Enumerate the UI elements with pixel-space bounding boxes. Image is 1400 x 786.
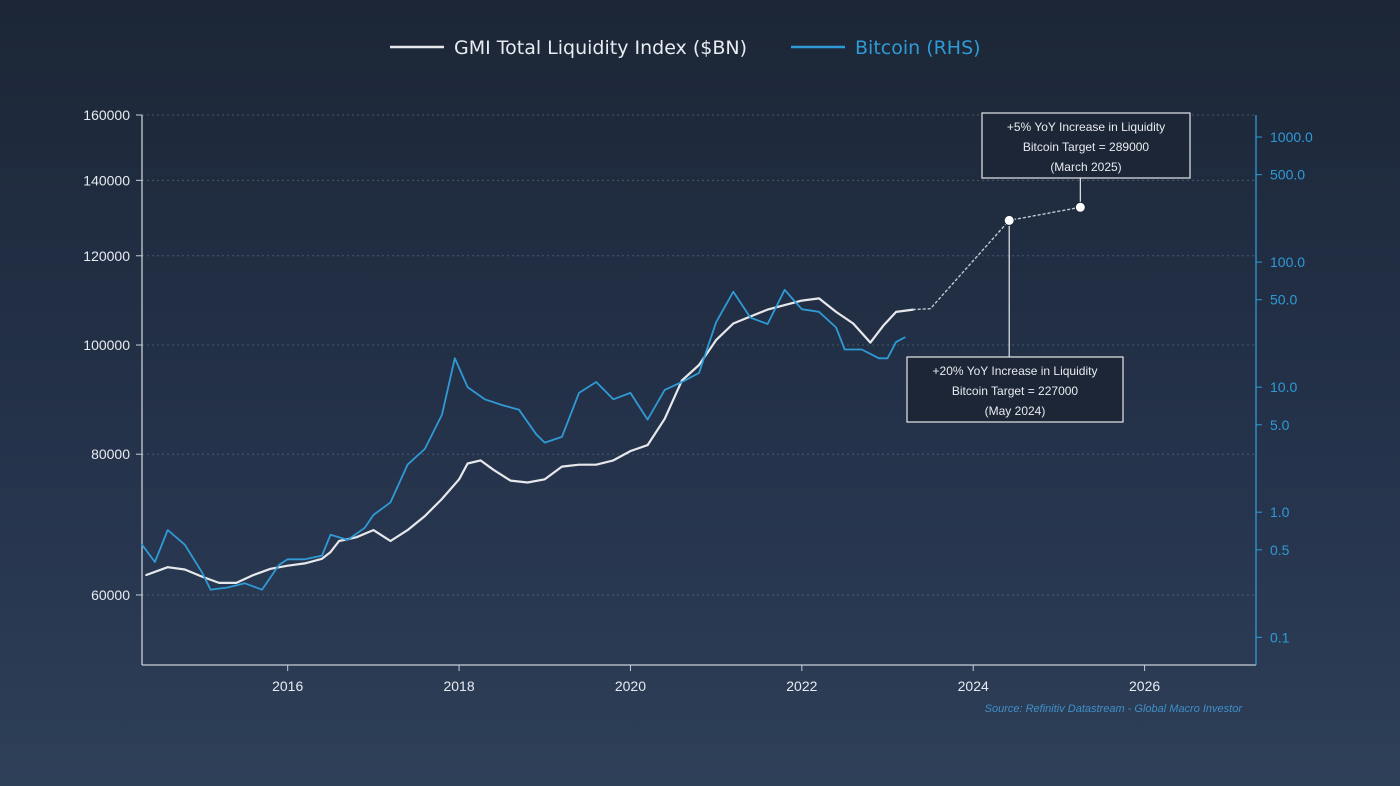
annotation-box — [906, 356, 1124, 423]
annotation-point — [1074, 201, 1086, 213]
x-tick-label: 2016 — [272, 678, 303, 694]
annotation-text: Bitcoin Target = 289000 — [1023, 140, 1150, 154]
liquidity-line — [145, 297, 915, 585]
x-tick-label: 2026 — [1129, 678, 1160, 694]
bitcoin-line — [141, 288, 906, 591]
series-lines — [141, 206, 1082, 591]
liquidity-projection-line — [912, 206, 1082, 311]
y-right-tick-label: 5.0 — [1270, 417, 1290, 433]
legend-label-bitcoin: Bitcoin (RHS) — [855, 37, 981, 59]
x-tick-label: 2024 — [958, 678, 989, 694]
y-right-tick-label: 100.0 — [1270, 254, 1305, 270]
x-tick-label: 2018 — [443, 678, 474, 694]
y-left-tick-label: 80000 — [91, 446, 130, 462]
x-tick-label: 2020 — [615, 678, 646, 694]
x-tick-label: 2022 — [786, 678, 817, 694]
y-right-tick-label: 50.0 — [1270, 292, 1297, 308]
annotations: +5% YoY Increase in Liquidity Bitcoin Tar… — [906, 112, 1191, 423]
legend-label-liquidity: GMI Total Liquidity Index ($BN) — [454, 37, 747, 59]
annotation-text: +20% YoY Increase in Liquidity — [933, 364, 1098, 378]
y-left-tick-label: 100000 — [83, 337, 130, 353]
y-right-tick-label: 0.1 — [1270, 629, 1290, 645]
axes: 60000 80000 100000 120000 140000 160000 0.1 0.5… — [83, 107, 1313, 694]
y-left-tick-label: 60000 — [91, 587, 130, 603]
annotation-text: (May 2024) — [985, 404, 1046, 418]
y-right-tick-label: 1000.0 — [1270, 129, 1313, 145]
y-right-tick-label: 0.5 — [1270, 542, 1290, 558]
annotation-text: Bitcoin Target = 227000 — [952, 384, 1079, 398]
annotation-box — [981, 112, 1191, 179]
legend: GMI Total Liquidity Index ($BN) Bitcoin (… — [390, 37, 981, 59]
y-left-tick-label: 160000 — [83, 107, 130, 123]
y-right-tick-label: 1.0 — [1270, 504, 1290, 520]
y-left-tick-label: 120000 — [83, 248, 130, 264]
annotation-point — [1003, 214, 1015, 226]
y-left-tick-label: 140000 — [83, 172, 130, 188]
y-right-tick-label: 10.0 — [1270, 379, 1297, 395]
annotation-text: (March 2025) — [1050, 160, 1121, 174]
y-right-tick-label: 500.0 — [1270, 167, 1305, 183]
grid-lines — [142, 114, 1256, 596]
source-note: Source: Refinitiv Datastream - Global Ma… — [985, 703, 1244, 715]
annotation-text: +5% YoY Increase in Liquidity — [1007, 120, 1165, 134]
